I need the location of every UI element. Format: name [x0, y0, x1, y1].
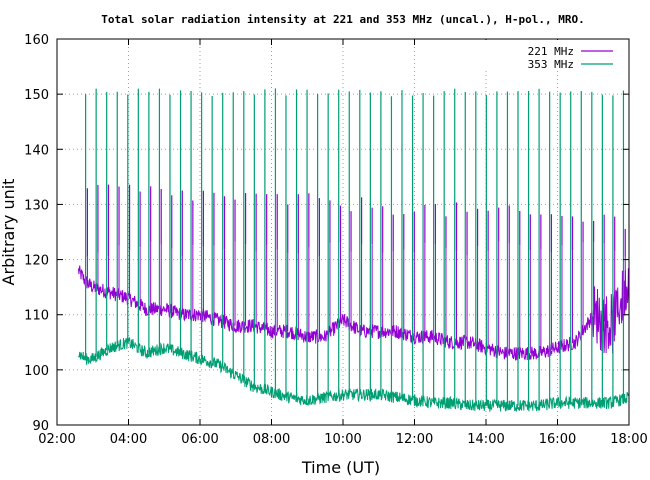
x-tick-label: 16:00: [539, 432, 576, 447]
y-axis-label: Arbitrary unit: [0, 179, 18, 286]
y-tick-label: 120: [24, 254, 49, 269]
y-tick-label: 130: [24, 198, 49, 213]
x-axis-label: Time (UT): [301, 458, 380, 477]
x-tick-label: 02:00: [38, 432, 75, 447]
tick-layer: 02:00 04:00 06:00 08:00 10:00 12:00 14:00 16:00…: [24, 33, 648, 447]
y-tick-label: 100: [24, 364, 49, 379]
legend: 221 MHz 353 MHz: [480, 40, 620, 71]
series-layer: [78, 88, 630, 412]
y-tick-label: 110: [24, 309, 49, 324]
y-tick-label: 160: [24, 33, 49, 48]
legend-label-353: 353 MHz: [528, 58, 574, 71]
x-tick-label: 18:00: [610, 432, 647, 447]
grid-layer: [57, 39, 629, 425]
x-tick-label: 12:00: [396, 432, 433, 447]
x-tick-label: 04:00: [110, 432, 147, 447]
x-tick-label: 06:00: [181, 432, 218, 447]
x-tick-label: 10:00: [324, 432, 361, 447]
y-tick-label: 140: [24, 143, 49, 158]
y-tick-label: 150: [24, 88, 49, 103]
series-line-353: [78, 336, 630, 412]
y-tick-label: 90: [32, 419, 49, 434]
legend-label-221: 221 MHz: [528, 45, 574, 58]
x-tick-label: 08:00: [253, 432, 290, 447]
chart-title: Total solar radiation intensity at 221 a…: [101, 13, 584, 26]
x-tick-label: 14:00: [467, 432, 504, 447]
